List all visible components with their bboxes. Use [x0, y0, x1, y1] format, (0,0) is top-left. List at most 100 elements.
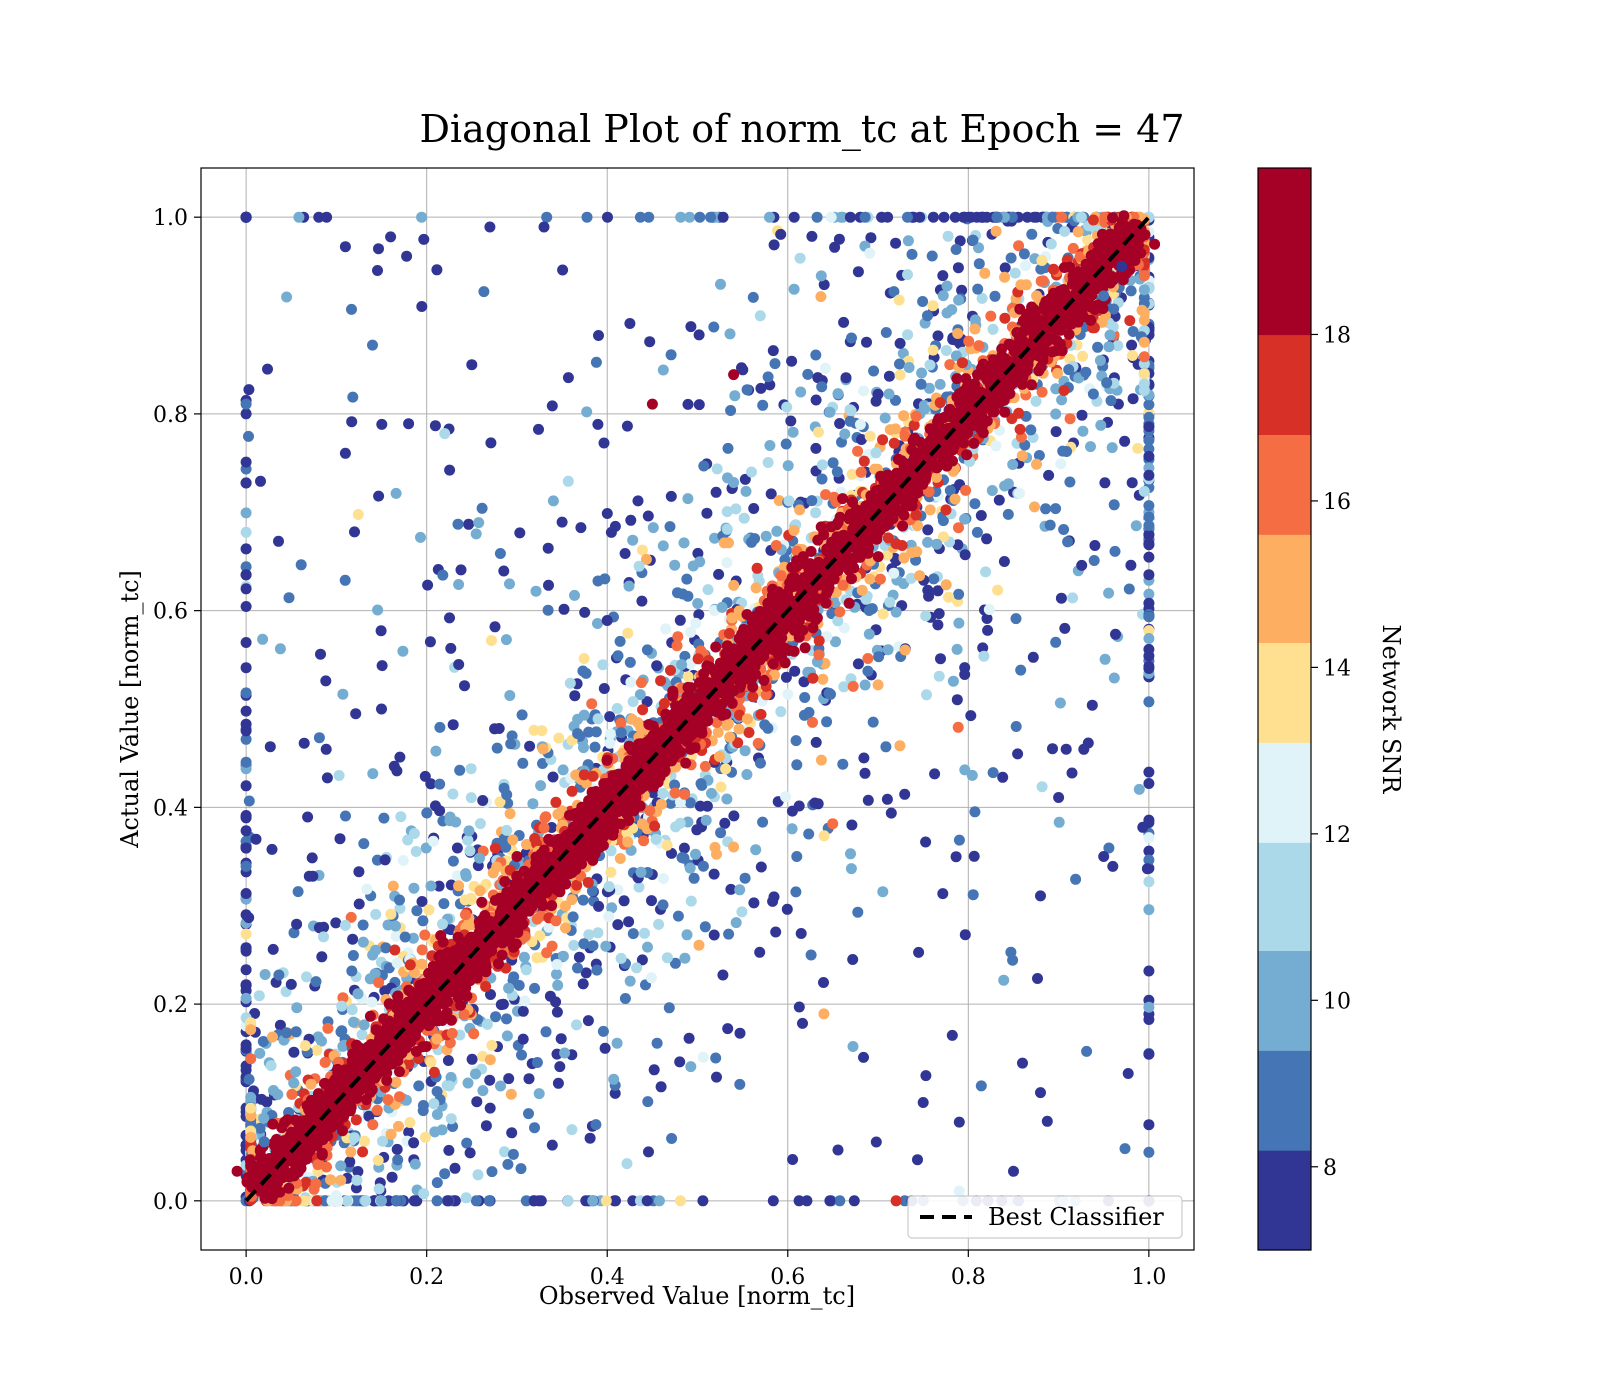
scatter-point: [311, 1195, 323, 1207]
scatter-point: [305, 1078, 317, 1090]
scatter-point: [514, 527, 526, 539]
scatter-point: [920, 836, 932, 848]
scatter-point: [711, 1071, 722, 1083]
scatter-point: [923, 486, 935, 498]
scatter-point: [815, 754, 827, 766]
scatter-point: [474, 818, 486, 830]
scatter-point: [586, 885, 598, 897]
scatter-point: [953, 834, 965, 846]
scatter-point: [785, 415, 797, 427]
scatter-point: [953, 522, 964, 534]
scatter-point: [615, 952, 627, 964]
scatter-point: [577, 978, 589, 990]
scatter-point: [394, 751, 406, 763]
scatter-point: [308, 1183, 320, 1195]
scatter-point: [894, 337, 906, 349]
scatter-point: [739, 872, 751, 884]
scatter-point: [1103, 842, 1115, 854]
scatter-point: [1138, 270, 1150, 282]
scatter-point: [407, 932, 419, 944]
scatter-point: [445, 1113, 457, 1125]
scatter-point: [494, 796, 506, 808]
scatter-point: [240, 860, 252, 872]
scatter-point: [1036, 386, 1048, 398]
scatter-point: [929, 768, 941, 780]
scatter-point: [932, 330, 944, 342]
scatter-point: [376, 418, 388, 430]
scatter-point: [373, 490, 385, 502]
scatter-point: [908, 419, 920, 431]
scatter-point: [423, 904, 435, 916]
scatter-point: [1110, 628, 1121, 640]
scatter-point: [410, 846, 422, 857]
scatter-point: [416, 211, 428, 223]
scatter-point: [376, 1195, 387, 1207]
scatter-point: [447, 788, 459, 800]
scatter-point: [634, 211, 646, 223]
scatter-point: [622, 836, 634, 848]
scatter-point: [346, 1004, 358, 1016]
scatter-point: [385, 1128, 397, 1140]
scatter-point: [1143, 965, 1155, 977]
scatter-point: [587, 940, 599, 952]
scatter-point: [614, 635, 626, 647]
scatter-point: [898, 552, 910, 564]
scatter-point: [434, 721, 446, 733]
scatter-point: [833, 233, 845, 245]
scatter-point: [770, 926, 782, 938]
scatter-point: [531, 913, 543, 925]
scatter-point: [462, 834, 474, 846]
scatter-point: [864, 247, 876, 259]
scatter-point: [401, 250, 413, 262]
scatter-point: [684, 797, 696, 809]
scatter-point: [733, 723, 745, 735]
scatter-point: [571, 879, 583, 891]
scatter-point: [1106, 442, 1118, 454]
scatter-point: [389, 944, 401, 956]
scatter-point: [518, 951, 530, 963]
scatter-point: [541, 211, 553, 223]
scatter-point: [1055, 458, 1067, 470]
scatter-point: [999, 312, 1011, 324]
scatter-point: [584, 1132, 596, 1144]
scatter-point: [699, 760, 711, 772]
scatter-point: [821, 716, 833, 728]
scatter-point: [710, 486, 722, 498]
scatter-point: [240, 601, 252, 612]
scatter-point: [888, 286, 900, 298]
scatter-point: [1143, 597, 1155, 609]
scatter-point: [829, 241, 841, 253]
scatter-point: [1047, 743, 1058, 755]
scatter-point: [940, 579, 952, 591]
scatter-point: [764, 440, 776, 451]
scatter-point: [453, 579, 465, 590]
scatter-point: [1143, 551, 1155, 563]
scatter-point: [503, 1073, 515, 1085]
scatter-point: [819, 362, 831, 374]
scatter-point: [240, 526, 252, 538]
scatter-point: [881, 549, 893, 561]
scatter-point: [1143, 696, 1155, 708]
scatter-point: [755, 757, 766, 769]
scatter-point: [536, 725, 548, 737]
scatter-point: [447, 719, 459, 731]
scatter-point: [444, 815, 456, 827]
scatter-point: [638, 835, 650, 847]
scatter-point: [1030, 395, 1042, 407]
scatter-point: [1033, 450, 1045, 461]
scatter-point: [1143, 832, 1155, 844]
scatter-point: [1080, 366, 1092, 378]
scatter-point: [959, 549, 971, 561]
scatter-point: [661, 839, 673, 851]
scatter-point: [801, 1195, 813, 1207]
scatter-point: [979, 267, 991, 279]
scatter-point: [700, 814, 712, 826]
scatter-point: [694, 211, 706, 223]
scatter-point: [306, 852, 318, 864]
scatter-point: [1040, 503, 1052, 515]
scatter-point: [632, 717, 644, 729]
scatter-point: [478, 286, 490, 298]
scatter-point: [885, 807, 897, 819]
scatter-point: [391, 957, 403, 969]
scatter-point: [681, 573, 693, 585]
